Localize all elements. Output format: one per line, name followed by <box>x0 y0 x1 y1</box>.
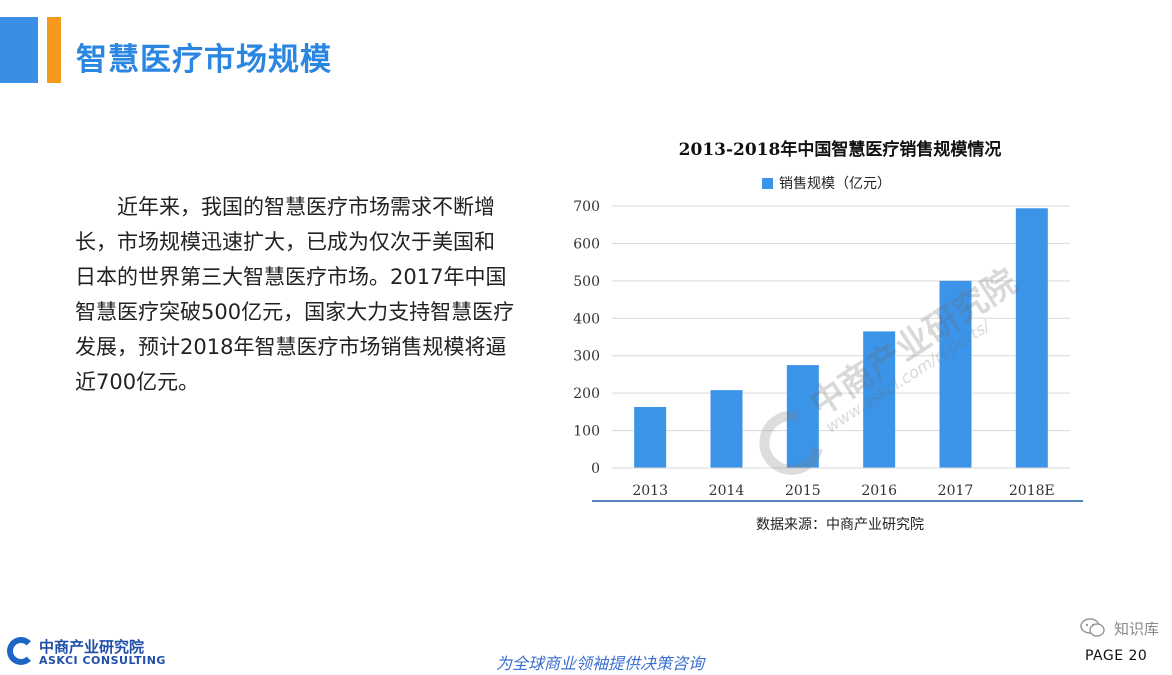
wechat-label: 知识库 <box>1114 620 1160 638</box>
title-accent-bar-orange <box>47 17 61 83</box>
x-tick-label: 2014 <box>709 483 745 499</box>
x-tick-label: 2017 <box>938 483 974 499</box>
wechat-badge: 知识库 <box>1080 616 1172 640</box>
body-paragraph: 近年来，我国的智慧医疗市场需求不断增长，市场规模迅速扩大，已成为仅次于美国和日本… <box>75 195 515 394</box>
company-logo: 中商产业研究院 ASKCI CONSULTING <box>7 633 177 673</box>
y-tick-label: 300 <box>573 349 600 365</box>
legend-swatch <box>762 178 773 189</box>
y-tick-label: 600 <box>573 236 600 252</box>
bar-chart: 销售规模（亿元） 0 100 200 300 400 500 600 700 2013 2014 20… <box>573 176 1083 502</box>
logo-name-en: ASKCI CONSULTING <box>39 654 166 667</box>
y-tick-label: 200 <box>573 386 600 402</box>
wechat-icon <box>1080 618 1105 637</box>
bar <box>710 390 743 468</box>
x-tick-label: 2016 <box>861 483 897 499</box>
y-tick-label: 500 <box>573 274 600 290</box>
page-number: PAGE 20 <box>1085 648 1148 664</box>
bar <box>634 406 667 468</box>
bar <box>1015 208 1048 468</box>
x-tick-label: 2018E <box>1009 483 1055 499</box>
y-tick-label: 400 <box>573 311 600 327</box>
logo-mark-icon <box>7 637 35 665</box>
footer-slogan: 为全球商业领袖提供决策咨询 <box>495 654 704 673</box>
chart-title: 2013-2018年中国智慧医疗销售规模情况 <box>678 140 1002 160</box>
bar <box>786 365 819 468</box>
page-title: 智慧医疗市场规模 <box>76 42 332 78</box>
bar <box>939 280 972 468</box>
logo-name-cn: 中商产业研究院 <box>39 638 145 656</box>
y-tick-label: 700 <box>573 199 600 215</box>
x-tick-label: 2013 <box>632 483 668 499</box>
y-tick-label: 100 <box>573 424 600 440</box>
title-accent-bar-blue <box>0 17 38 83</box>
bar <box>863 331 896 468</box>
chart-source: 数据来源：中商产业研究院 <box>756 517 924 533</box>
y-tick-label: 0 <box>591 461 600 477</box>
x-tick-label: 2015 <box>785 483 821 499</box>
legend-label: 销售规模（亿元） <box>779 176 891 192</box>
